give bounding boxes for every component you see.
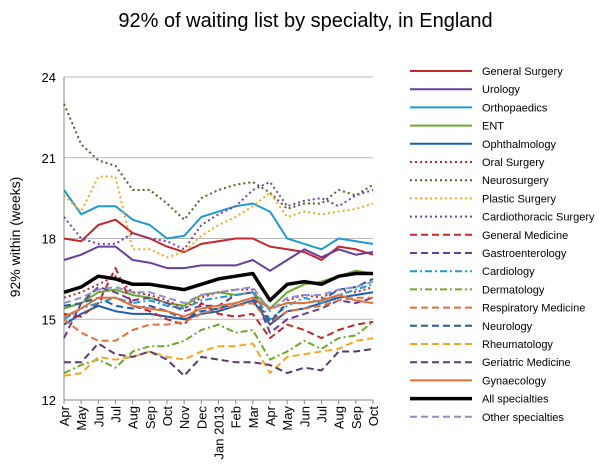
chart-title: 92% of waiting list by specialty, in Eng… xyxy=(118,10,493,32)
x-tick-label: Jun xyxy=(297,406,312,427)
series-line xyxy=(64,342,374,377)
series-lines xyxy=(63,103,374,377)
legend-label: Dermatology xyxy=(482,284,545,296)
series-line xyxy=(63,267,374,340)
y-axis-title: 92% within (weeks) xyxy=(7,177,23,298)
legend-label: Plastic Surgery xyxy=(482,193,556,205)
x-tick-label: Jul xyxy=(109,406,124,423)
x-tick-label: May xyxy=(74,406,89,431)
y-tick-label: 24 xyxy=(42,70,56,85)
legend-label: Cardiology xyxy=(482,266,535,278)
x-tick-label: Apr xyxy=(57,405,72,426)
legend-label: ENT xyxy=(482,121,504,133)
x-tick-label: Oct xyxy=(160,406,175,427)
legend-label: Gastroenterology xyxy=(482,248,567,260)
series-line xyxy=(63,103,374,221)
series-line xyxy=(63,337,374,377)
series-line xyxy=(63,294,374,318)
series-line xyxy=(63,218,374,261)
legend-label: All specialties xyxy=(482,394,549,406)
legend-label: Other specialties xyxy=(482,412,564,424)
legend-label: Orthopaedics xyxy=(482,102,548,114)
series-line xyxy=(63,271,373,303)
y-tick-label: 21 xyxy=(42,151,56,166)
series-line xyxy=(63,189,374,251)
series-line xyxy=(63,181,374,251)
series-line xyxy=(63,245,374,272)
legend-label: Gynaecology xyxy=(482,375,547,387)
x-tick-label: Oct xyxy=(366,406,381,427)
legend-label: Neurology xyxy=(482,321,533,333)
x-tick-label: Jul xyxy=(315,406,330,423)
x-tick-label: Apr xyxy=(263,405,278,426)
series-line xyxy=(63,296,373,342)
x-tick-label: Nov xyxy=(177,406,192,430)
y-tick-label: 18 xyxy=(42,232,56,247)
legend-label: Geriatric Medicine xyxy=(482,357,571,369)
x-tick-label: Jan 2013 xyxy=(212,406,227,460)
legend-label: Cardiothoracic Surgery xyxy=(482,212,595,224)
legend: General Surgery Urology Orthopaedics ENT Oph… xyxy=(410,66,595,424)
y-tick-label: 15 xyxy=(42,312,56,327)
x-tick-label: Dec xyxy=(194,406,209,430)
series-line xyxy=(63,277,374,323)
legend-label: Oral Surgery xyxy=(482,157,545,169)
x-tick-label: Sep xyxy=(143,406,158,429)
x-tick-label: Feb xyxy=(229,406,244,428)
legend-label: Rheumatology xyxy=(482,339,553,351)
legend-label: General Surgery xyxy=(482,66,563,78)
series-line xyxy=(63,269,374,310)
x-tick-label: Jun xyxy=(91,406,106,427)
x-tick-label: Aug xyxy=(332,406,347,429)
x-tick-label: Sep xyxy=(349,406,364,429)
legend-label: General Medicine xyxy=(482,230,568,242)
legend-label: Ophthalmology xyxy=(482,139,556,151)
y-tick-label: 12 xyxy=(42,393,56,408)
legend-label: Neurosurgery xyxy=(482,175,549,187)
legend-label: Urology xyxy=(482,84,520,96)
series-line xyxy=(63,321,374,375)
x-tick-label: May xyxy=(280,406,295,431)
legend-label: Respiratory Medicine xyxy=(482,303,585,315)
x-tick-label: Aug xyxy=(126,406,141,429)
x-tick-label: Mar xyxy=(246,405,261,428)
series-line xyxy=(63,275,374,326)
